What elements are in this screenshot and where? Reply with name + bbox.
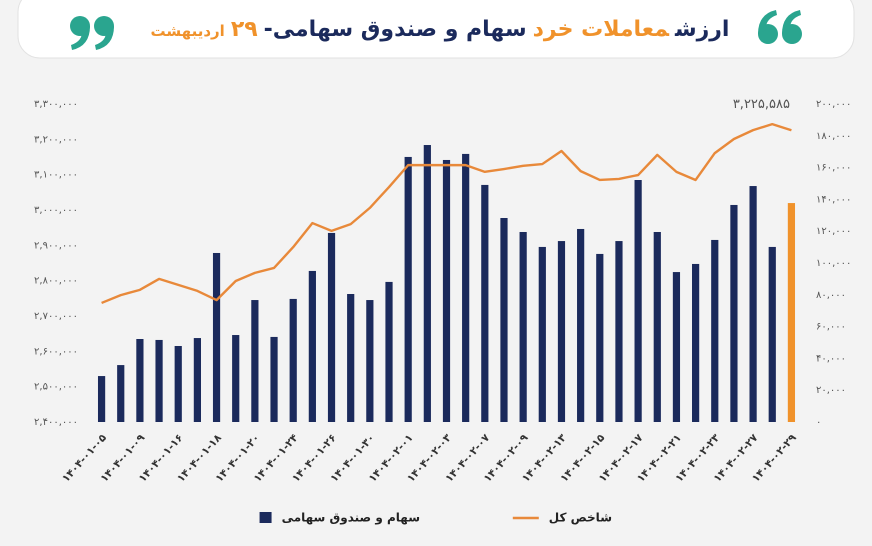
y2-tick-label: ۱۶۰,۰۰۰ bbox=[816, 163, 851, 174]
bar bbox=[442, 159, 451, 422]
bar bbox=[577, 228, 585, 422]
y-tick-label: ۲,۸۰۰,۰۰۰ bbox=[34, 276, 78, 287]
y2-tick-label: ۸۰,۰۰۰ bbox=[816, 290, 846, 301]
bar bbox=[327, 232, 336, 422]
title-part: اردیبهشت bbox=[150, 22, 225, 40]
bar bbox=[519, 231, 527, 422]
bar bbox=[347, 294, 355, 422]
bar bbox=[711, 239, 719, 422]
bar bbox=[366, 300, 374, 422]
bar bbox=[730, 204, 738, 422]
y-tick-label: ۲,۵۰۰,۰۰۰ bbox=[34, 382, 78, 393]
bar bbox=[653, 231, 661, 422]
bar bbox=[97, 376, 106, 422]
bar bbox=[749, 186, 757, 422]
y-tick-label: ۲,۹۰۰,۰۰۰ bbox=[34, 240, 78, 251]
legend-swatch bbox=[259, 512, 272, 523]
bar bbox=[692, 263, 700, 422]
bar bbox=[481, 184, 489, 422]
quote-right bbox=[758, 10, 802, 44]
y2-tick-label: ۲۰,۰۰۰ bbox=[816, 385, 846, 396]
quote-left bbox=[70, 16, 114, 50]
bar bbox=[289, 298, 297, 422]
y2-tick-label: ۱۴۰,۰۰۰ bbox=[816, 194, 851, 205]
bar bbox=[232, 335, 240, 422]
title-part: معاملات خرد bbox=[532, 17, 669, 42]
legend-label: شاخص کل bbox=[549, 511, 612, 525]
line bbox=[101, 122, 792, 305]
bar bbox=[308, 270, 316, 422]
bar bbox=[787, 203, 796, 422]
bar bbox=[404, 156, 412, 422]
value-label: ۳,۲۲۵,۵۸۵ bbox=[733, 97, 790, 112]
bar bbox=[423, 145, 431, 422]
y2-tick-label: ۱۰۰,۰۰۰ bbox=[816, 258, 851, 269]
title-part: سهام و صندوق سهامی- bbox=[263, 17, 527, 42]
bar bbox=[768, 246, 776, 422]
bar bbox=[270, 336, 278, 422]
y2-tick-label: ۶۰,۰۰۰ bbox=[816, 322, 846, 333]
y-tick-label: ۳,۳۰۰,۰۰۰ bbox=[34, 99, 78, 110]
bar bbox=[596, 253, 604, 422]
bar bbox=[251, 300, 259, 422]
bar bbox=[174, 345, 182, 422]
y-tick-label: ۲,۷۰۰,۰۰۰ bbox=[34, 311, 78, 322]
bar bbox=[557, 241, 566, 422]
title-card bbox=[17, 0, 855, 59]
bar bbox=[615, 241, 623, 422]
title-part: ارزش bbox=[674, 17, 730, 42]
bar bbox=[212, 252, 221, 422]
bar bbox=[385, 281, 393, 422]
y-tick-label: ۲,۶۰۰,۰۰۰ bbox=[34, 346, 78, 357]
y-tick-label: ۳,۲۰۰,۰۰۰ bbox=[34, 134, 78, 145]
bar bbox=[672, 272, 681, 422]
bar bbox=[155, 339, 163, 422]
title-part: ۲۹ bbox=[230, 17, 258, 42]
y2-tick-label: ۱۸۰,۰۰۰ bbox=[816, 131, 851, 142]
y-tick-label: ۳,۱۰۰,۰۰۰ bbox=[34, 170, 78, 181]
y-tick-label: ۲,۴۰۰,۰۰۰ bbox=[34, 417, 78, 428]
y2-tick-label: ۴۰,۰۰۰ bbox=[816, 353, 846, 364]
bar bbox=[193, 338, 201, 422]
legend-label: سهام و صندوق سهامی bbox=[282, 511, 420, 526]
y2-tick-label: ۰ bbox=[816, 417, 821, 428]
chart-title: ارزشمعاملات خردسهام و صندوق سهامی-۲۹ اردی… bbox=[130, 10, 750, 50]
bar bbox=[634, 180, 642, 422]
bar bbox=[462, 153, 470, 422]
bar bbox=[500, 218, 508, 422]
y-tick-label: ۳,۰۰۰,۰۰۰ bbox=[34, 205, 78, 216]
bar bbox=[136, 339, 144, 422]
y2-tick-label: ۲۰۰,۰۰۰ bbox=[816, 99, 851, 110]
bar bbox=[117, 365, 125, 422]
y2-tick-label: ۱۲۰,۰۰۰ bbox=[816, 226, 851, 237]
bar bbox=[538, 246, 546, 422]
